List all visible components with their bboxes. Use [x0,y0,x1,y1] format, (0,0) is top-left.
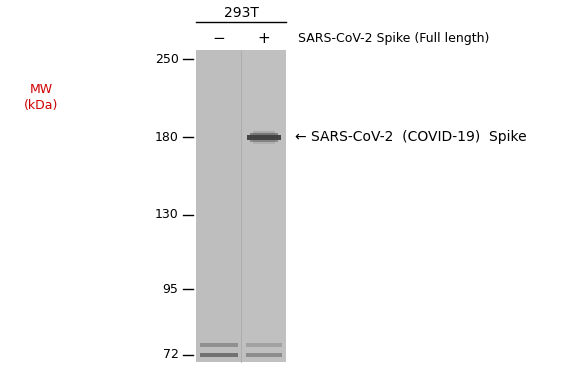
Text: 293T: 293T [223,6,258,20]
Text: 180: 180 [155,131,179,144]
Text: SARS-CoV-2 Spike (Full length): SARS-CoV-2 Spike (Full length) [297,33,489,45]
Text: ← SARS-CoV-2  (COVID-19)  Spike: ← SARS-CoV-2 (COVID-19) Spike [294,130,526,144]
Text: MW
(kDa): MW (kDa) [24,83,58,112]
Text: −: − [212,31,225,46]
Text: 130: 130 [155,208,179,221]
Bar [196,50,286,362]
Bar [246,353,282,357]
Text: 95: 95 [162,283,179,296]
Text: 72: 72 [162,349,179,361]
Bar [246,343,282,347]
Bar [200,353,237,357]
Text: +: + [257,31,270,46]
Bar [253,131,275,135]
Bar [247,135,281,140]
Bar [250,138,278,142]
Bar [200,343,237,347]
Bar [253,140,275,144]
Text: 250: 250 [155,53,179,66]
Bar [196,50,241,362]
Bar [250,133,278,138]
